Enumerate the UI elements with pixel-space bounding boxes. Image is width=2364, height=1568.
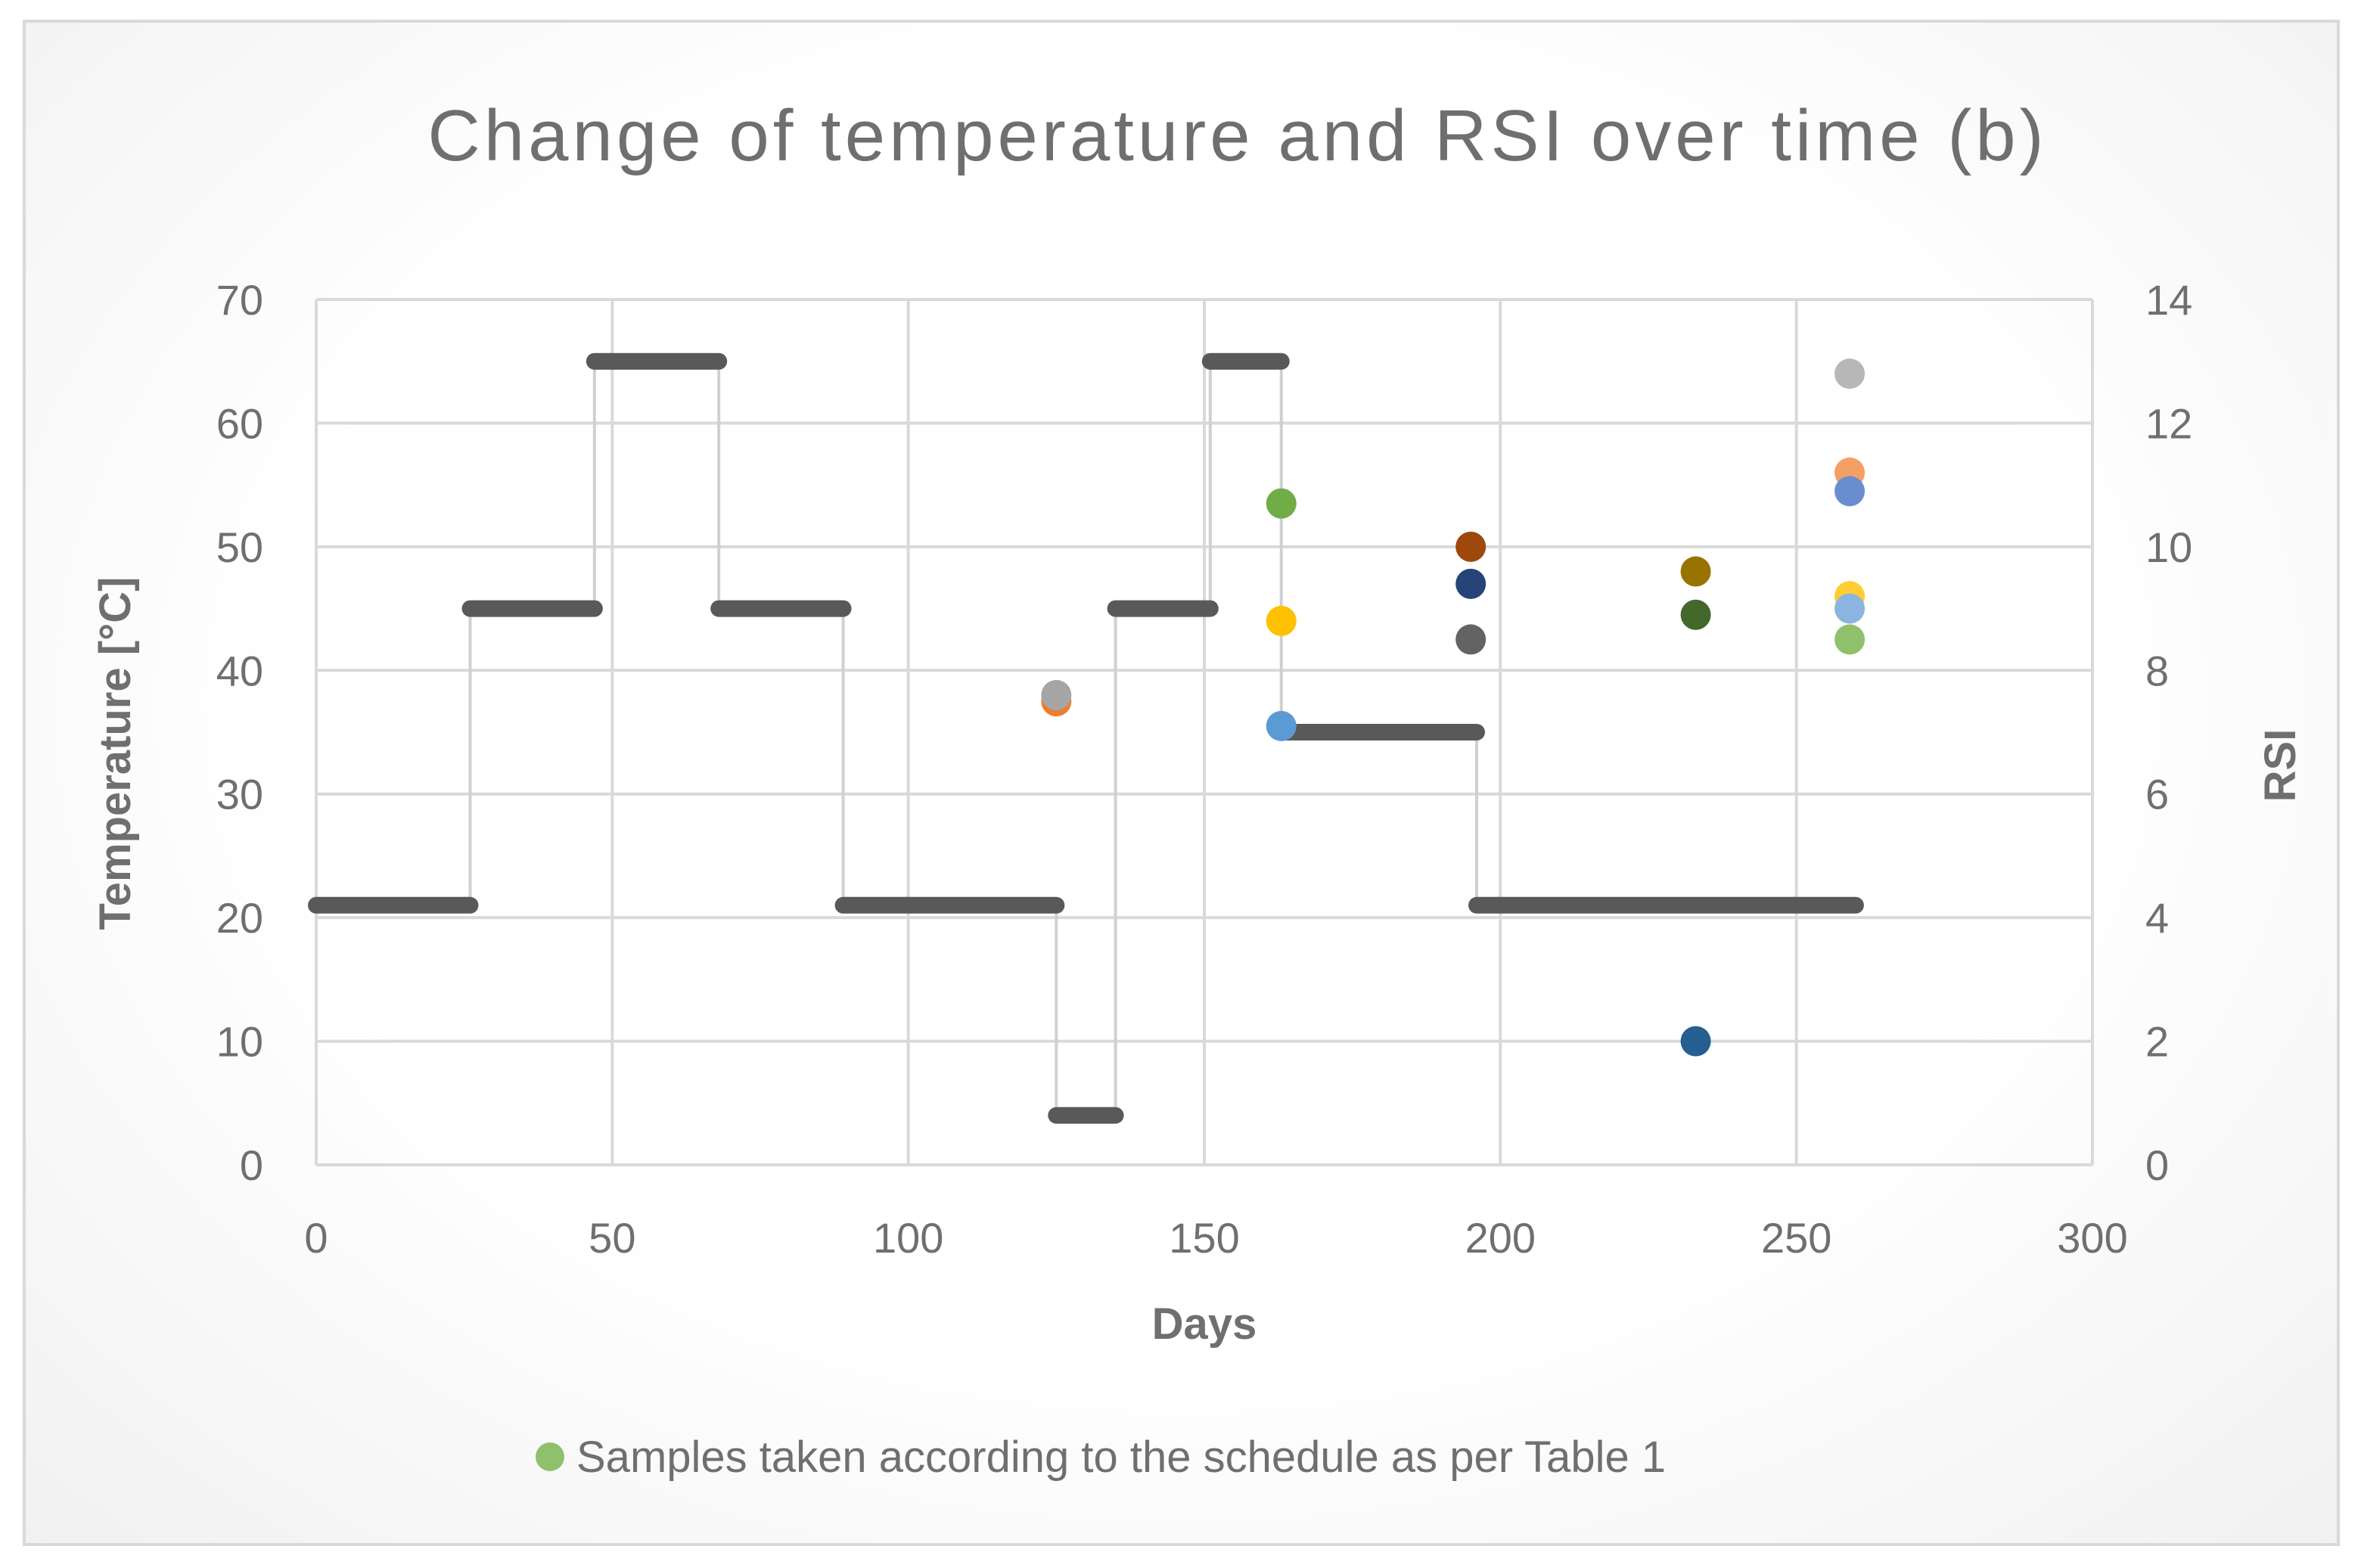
- rsi-sample-point: [1834, 624, 1865, 655]
- chart-frame: [23, 20, 2340, 1546]
- rsi-sample-point: [1455, 568, 1486, 599]
- legend-label: Samples taken according to the schedule …: [576, 1433, 1666, 1482]
- y-tick-label: 50: [216, 523, 263, 571]
- y2-tick-label: 8: [2145, 647, 2169, 694]
- y2-tick-label: 4: [2145, 894, 2169, 942]
- rsi-sample-point: [1834, 359, 1865, 390]
- rsi-sample-point: [1041, 679, 1072, 710]
- y2-tick-label: 12: [2145, 399, 2192, 447]
- y2-tick-label: 2: [2145, 1018, 2169, 1066]
- x-tick-label: 250: [1761, 1214, 1831, 1262]
- grid: [315, 298, 2094, 1166]
- y-axis-title: Temperature [°C]: [91, 577, 140, 930]
- legend-marker: [536, 1442, 564, 1471]
- rsi-samples: [1041, 359, 1865, 1057]
- y-tick-label: 0: [240, 1141, 263, 1189]
- y-tick-label: 70: [216, 276, 263, 324]
- rsi-sample-point: [1266, 488, 1297, 519]
- y2-tick-label: 14: [2145, 276, 2192, 324]
- y-tick-label: 60: [216, 399, 263, 447]
- rsi-sample-point: [1455, 624, 1486, 655]
- rsi-sample-point: [1834, 593, 1865, 624]
- x-tick-label: 200: [1465, 1214, 1536, 1262]
- y-tick-label: 40: [216, 647, 263, 694]
- rsi-sample-point: [1834, 476, 1865, 507]
- x-tick-label: 0: [304, 1214, 328, 1262]
- x-tick-label: 150: [1169, 1214, 1239, 1262]
- y2-axis-ticks: 0 2 4 6 8 10 12 14: [2145, 276, 2192, 1189]
- x-axis-title: Days: [1152, 1299, 1257, 1349]
- x-tick-label: 100: [873, 1214, 943, 1262]
- legend: Samples taken according to the schedule …: [536, 1433, 1666, 1482]
- temperature-series: [308, 352, 1864, 1124]
- temperature-connectors: [468, 361, 1479, 1116]
- rsi-sample-point: [1266, 710, 1297, 741]
- x-axis-ticks: 0 50 100 150 200 250 300: [304, 1214, 2127, 1262]
- chart-title: Change of temperature and RSI over time …: [427, 95, 2047, 176]
- y2-tick-label: 0: [2145, 1141, 2169, 1189]
- y-axis-ticks: 0 10 20 30 40 50 60 70: [216, 276, 263, 1189]
- x-tick-label: 50: [589, 1214, 635, 1262]
- y-tick-label: 10: [216, 1018, 263, 1066]
- y2-tick-label: 10: [2145, 523, 2192, 571]
- y2-tick-label: 6: [2145, 771, 2169, 818]
- rsi-sample-point: [1680, 599, 1711, 630]
- rsi-sample-point: [1266, 605, 1297, 636]
- rsi-sample-point: [1455, 531, 1486, 562]
- y-tick-label: 30: [216, 771, 263, 818]
- y2-axis-title: RSI: [2256, 729, 2305, 803]
- y-tick-label: 20: [216, 894, 263, 942]
- x-tick-label: 300: [2057, 1214, 2127, 1262]
- rsi-sample-point: [1680, 1026, 1711, 1057]
- rsi-sample-point: [1680, 556, 1711, 587]
